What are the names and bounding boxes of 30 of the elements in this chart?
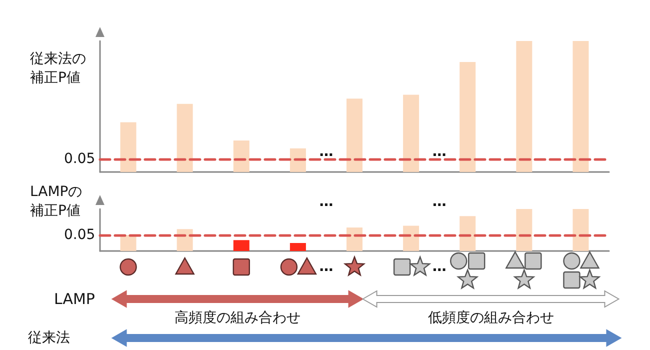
bar [346,227,362,251]
annotation: … [432,144,446,160]
bar [176,229,193,251]
y-axis-title: 従来法の補正P値 [30,50,87,88]
text: LAMP [54,290,95,308]
text: 従来法 [28,329,70,347]
text: … [432,259,446,275]
text: 0.05 [64,227,96,244]
bar [120,122,136,172]
annotation: … [319,144,334,160]
bar [233,240,250,251]
bar [290,243,306,251]
bar [290,148,306,172]
annotation: … [319,194,334,210]
bar [516,41,532,172]
y-axis-title: LAMPの補正P値 [30,183,84,221]
text: 0.05 [64,150,96,167]
annotation: … [432,194,446,210]
bar [233,140,250,172]
bar [176,104,193,172]
bar [403,94,420,172]
text: … [319,259,334,275]
text: 高頻度の組み合わせ [174,309,301,327]
bar [403,226,420,251]
bar [120,235,136,251]
bar [460,216,476,251]
bar [460,62,476,172]
bar [572,41,589,172]
text: 低頻度の組み合わせ [428,309,554,327]
bar [346,98,362,172]
